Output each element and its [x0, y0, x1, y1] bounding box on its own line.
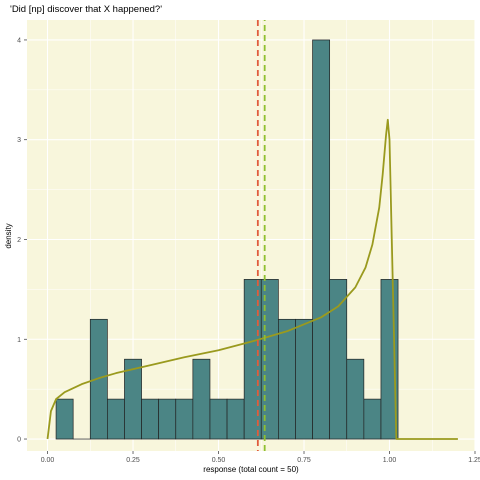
x-tick-label: 1.00: [383, 457, 397, 464]
chart-title: 'Did [np] discover that X happened?': [10, 4, 162, 15]
x-axis-ticks: 0.00 0.25 0.50 0.75 1.00 1.25: [41, 451, 480, 464]
histogram-bar: [329, 279, 348, 440]
histogram-bar: [55, 398, 74, 440]
y-tick-label: 3: [17, 137, 21, 144]
x-axis-title: response (total count = 50): [203, 465, 299, 474]
density-curve-layer: [46, 118, 458, 440]
y-tick-label: 4: [17, 37, 21, 44]
histogram-bar: [209, 398, 228, 440]
histogram-bars: [55, 39, 399, 440]
y-tick-label: 2: [17, 237, 21, 244]
reference-lines: [256, 20, 266, 451]
x-tick-label: 1.25: [468, 457, 480, 464]
y-axis-title: density: [4, 223, 13, 248]
x-tick-label: 0.75: [297, 457, 311, 464]
histogram-bar: [312, 39, 331, 440]
histogram-bar: [141, 398, 160, 440]
histogram-bar: [295, 318, 313, 440]
histogram-bar: [107, 398, 125, 440]
histogram-bar: [278, 318, 296, 440]
histogram-bar: [363, 398, 382, 440]
histogram-bar: [89, 318, 108, 440]
density-curve: [46, 118, 458, 440]
x-tick-label: 0.00: [41, 457, 55, 464]
histogram-bar: [226, 398, 245, 440]
histogram-bar: [158, 398, 177, 440]
x-tick-label: 0.50: [212, 457, 226, 464]
histogram-bar: [346, 358, 365, 440]
histogram-bar: [192, 358, 211, 440]
y-tick-label: 1: [17, 337, 21, 344]
histogram-bar: [175, 398, 194, 440]
y-tick-label: 0: [17, 437, 21, 444]
x-tick-label: 0.25: [126, 457, 140, 464]
y-axis-ticks: 0 1 2 3 4: [17, 37, 27, 444]
